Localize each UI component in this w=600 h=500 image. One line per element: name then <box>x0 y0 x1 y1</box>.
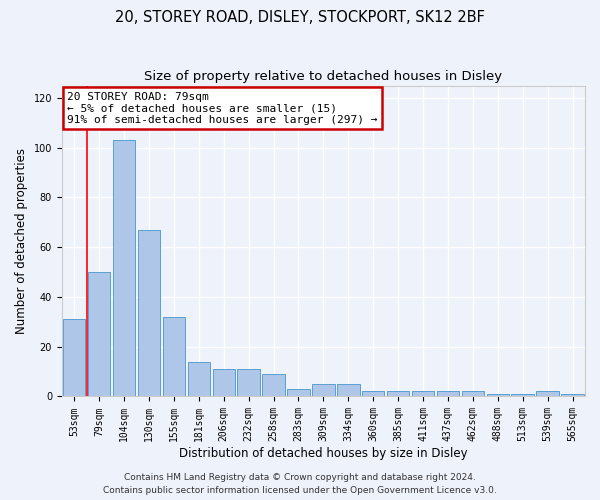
Bar <box>88 272 110 396</box>
Bar <box>188 362 210 396</box>
Bar <box>437 392 459 396</box>
X-axis label: Distribution of detached houses by size in Disley: Distribution of detached houses by size … <box>179 447 468 460</box>
Bar <box>113 140 135 396</box>
Text: Contains HM Land Registry data © Crown copyright and database right 2024.
Contai: Contains HM Land Registry data © Crown c… <box>103 474 497 495</box>
Bar <box>287 389 310 396</box>
Bar <box>163 317 185 396</box>
Bar <box>362 392 385 396</box>
Text: 20 STOREY ROAD: 79sqm
← 5% of detached houses are smaller (15)
91% of semi-detac: 20 STOREY ROAD: 79sqm ← 5% of detached h… <box>67 92 377 125</box>
Bar <box>412 392 434 396</box>
Bar <box>63 320 85 396</box>
Bar <box>138 230 160 396</box>
Bar <box>337 384 359 396</box>
Bar <box>238 369 260 396</box>
Bar <box>487 394 509 396</box>
Bar <box>312 384 335 396</box>
Bar <box>536 392 559 396</box>
Bar <box>387 392 409 396</box>
Bar <box>511 394 534 396</box>
Bar <box>262 374 285 396</box>
Title: Size of property relative to detached houses in Disley: Size of property relative to detached ho… <box>145 70 502 83</box>
Y-axis label: Number of detached properties: Number of detached properties <box>15 148 28 334</box>
Bar <box>461 392 484 396</box>
Bar <box>212 369 235 396</box>
Text: 20, STOREY ROAD, DISLEY, STOCKPORT, SK12 2BF: 20, STOREY ROAD, DISLEY, STOCKPORT, SK12… <box>115 10 485 25</box>
Bar <box>562 394 584 396</box>
